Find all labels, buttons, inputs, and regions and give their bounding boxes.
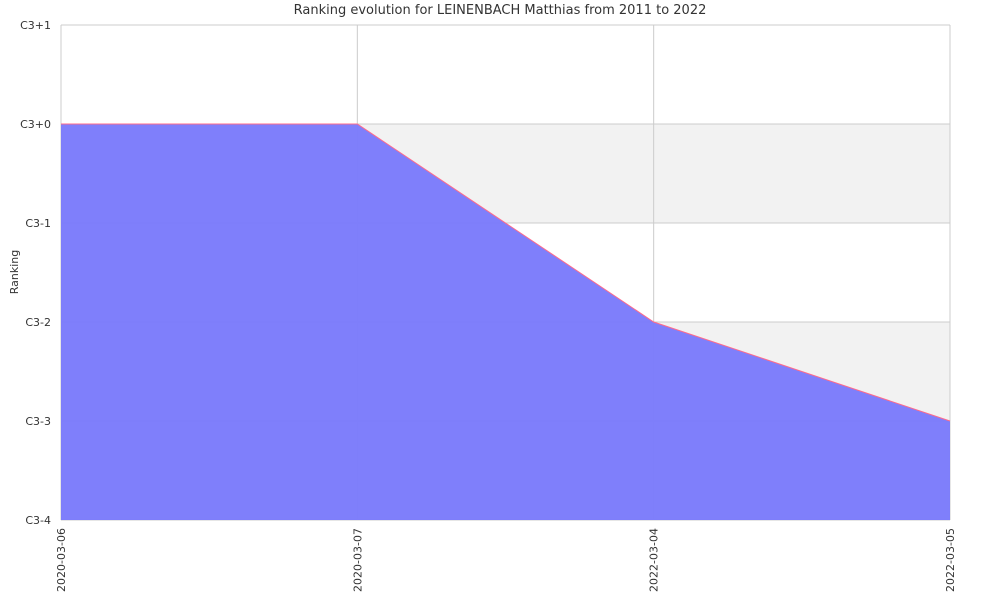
y-tick-label: C3-1 [25,217,51,230]
ranking-line [61,123,951,422]
y-tick-label: C3+0 [20,118,51,131]
x-tick-label: 2020-03-06 [55,528,68,592]
y-axis-label: Ranking [8,250,21,295]
y-tick-label: C3+1 [20,19,51,32]
x-tick-label: 2020-03-07 [351,528,364,592]
chart-title: Ranking evolution for LEINENBACH Matthia… [293,3,707,18]
ranking-area [61,124,950,520]
x-tick-label: 2022-03-04 [648,528,661,592]
y-tick-label: C3-2 [25,316,51,329]
y-tick-label: C3-3 [25,415,51,428]
area-layer [60,123,951,520]
background-band [61,25,950,124]
y-tick-labels: C3+1 C3+0 C3-1 C3-2 C3-3 C3-4 [20,19,51,527]
x-tick-labels: 2020-03-06 2020-03-07 2022-03-04 2022-03-05 [55,528,957,592]
y-tick-label: C3-4 [25,514,51,527]
x-tick-label: 2022-03-05 [944,528,957,592]
